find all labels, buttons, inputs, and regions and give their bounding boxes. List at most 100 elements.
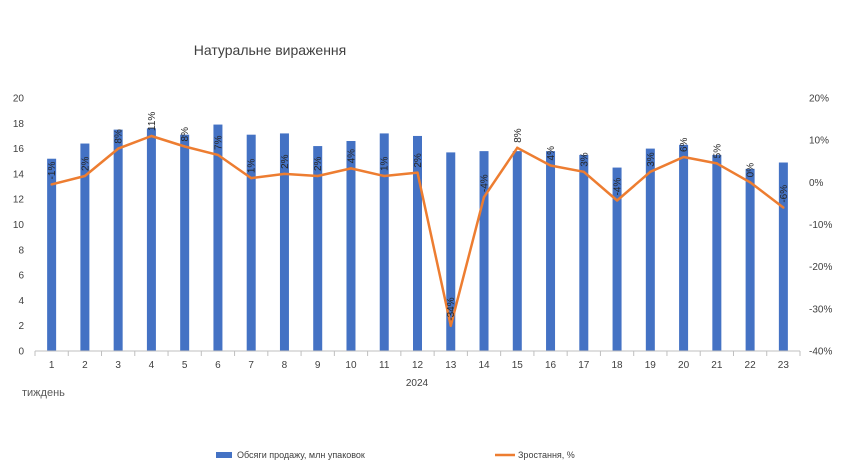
legend-swatch-bar xyxy=(216,452,232,458)
x-tick-label: 13 xyxy=(445,360,457,371)
bar xyxy=(246,134,256,351)
bar xyxy=(313,146,323,351)
y-left-tick-label: 2 xyxy=(18,321,24,332)
bar xyxy=(479,151,489,351)
bar xyxy=(180,134,190,351)
line-point xyxy=(782,206,785,209)
x-tick-label: 4 xyxy=(149,360,155,371)
x-tick-label: 11 xyxy=(379,360,390,371)
data-label: 2% xyxy=(313,156,324,171)
line-point xyxy=(50,183,53,186)
line-point xyxy=(383,174,386,178)
bar xyxy=(80,143,90,351)
bar xyxy=(213,124,223,351)
bar xyxy=(679,144,689,351)
data-label: -1% xyxy=(47,162,58,180)
x-tick-label: 19 xyxy=(645,360,657,371)
y-right-tick-label: -40% xyxy=(809,347,832,358)
line-point xyxy=(682,155,685,159)
y-left-tick-label: 20 xyxy=(13,94,25,105)
x-tick-label: 15 xyxy=(512,360,524,371)
line-point xyxy=(582,170,586,173)
y-left-tick-label: 6 xyxy=(18,271,24,282)
y-right-tick-label: -20% xyxy=(809,262,832,273)
bar xyxy=(778,162,788,351)
x-tick-label: 16 xyxy=(545,360,557,371)
y-right-tick-label: -30% xyxy=(809,304,832,315)
bar xyxy=(446,152,456,351)
bar xyxy=(579,154,589,351)
data-label: 3% xyxy=(646,152,657,167)
line-point xyxy=(283,172,286,176)
bar xyxy=(645,148,655,351)
data-label: -34% xyxy=(446,297,457,320)
y-left-tick-label: 16 xyxy=(13,144,25,155)
bar xyxy=(712,154,722,351)
y-left-tick-label: 0 xyxy=(18,347,24,358)
line-point xyxy=(649,170,652,173)
y-right-tick-label: 10% xyxy=(809,136,829,147)
line-point xyxy=(482,195,486,199)
line-point xyxy=(516,146,519,149)
data-label: 8% xyxy=(114,129,125,144)
data-label: 2% xyxy=(80,156,91,171)
legend-label-bar: Обсяги продажу, млн упаковок xyxy=(237,450,365,460)
bar xyxy=(413,135,422,351)
x-tick-label: 17 xyxy=(578,360,590,371)
y-left-tick-label: 8 xyxy=(18,245,24,256)
bar xyxy=(512,151,522,351)
data-label: 2% xyxy=(280,154,291,169)
bar xyxy=(346,141,356,351)
data-label: 11% xyxy=(147,112,158,131)
bar xyxy=(546,151,556,351)
chart-title: Натуральне вираження xyxy=(194,42,346,58)
x-tick-label: 1 xyxy=(49,360,55,371)
x-tick-label: 2 xyxy=(82,360,88,371)
line-point xyxy=(83,174,87,178)
data-label: 1% xyxy=(380,156,391,171)
x-tick-label: 10 xyxy=(345,360,357,371)
data-label: -4% xyxy=(613,178,624,196)
data-label: 3% xyxy=(579,152,590,167)
line-point xyxy=(316,174,319,178)
line-point xyxy=(416,171,419,174)
y-left-tick-label: 10 xyxy=(13,220,25,231)
data-label: 4% xyxy=(546,146,557,161)
data-label: 1% xyxy=(247,159,258,174)
y-left-tick-label: 14 xyxy=(13,169,25,180)
line-point xyxy=(615,199,619,202)
y-right-tick-label: 0% xyxy=(809,178,824,189)
axes: 1 2 3 4 5 6 7 8 9 10 11 12 13 14 15 16 17 18 19 20 21 22 23024… xyxy=(13,94,833,372)
x-tick-label: 18 xyxy=(612,360,624,371)
x-unit-caption: тиждень xyxy=(22,387,65,399)
bar-series xyxy=(47,124,788,351)
data-label: 8% xyxy=(513,128,524,143)
data-label: -6% xyxy=(779,185,790,203)
x-tick-label: 5 xyxy=(182,360,188,371)
x-tick-label: 22 xyxy=(745,360,757,371)
data-label: 7% xyxy=(213,135,224,150)
line-point xyxy=(183,145,186,148)
bar xyxy=(47,158,57,351)
line-point xyxy=(249,176,253,180)
line-point xyxy=(150,134,153,138)
x-axis-label: 2024 xyxy=(406,378,429,389)
x-tick-label: 23 xyxy=(778,360,790,371)
x-tick-label: 7 xyxy=(248,360,254,371)
y-right-tick-label: -10% xyxy=(809,220,832,231)
x-tick-label: 12 xyxy=(412,360,424,371)
data-label: 2% xyxy=(413,153,424,168)
data-labels: -1% 2% 8% 11% 8% 7% 1% 2% 2% 4% 1% 2% -34% -4% 8% 4% 3% -… xyxy=(47,112,790,321)
bar xyxy=(113,129,123,351)
x-tick-label: 21 xyxy=(711,360,723,371)
bar xyxy=(279,133,289,351)
y-left-tick-label: 18 xyxy=(13,119,25,130)
bar xyxy=(745,168,755,351)
line-point xyxy=(349,167,353,170)
bar xyxy=(146,128,156,351)
x-tick-label: 8 xyxy=(282,360,288,371)
x-tick-label: 6 xyxy=(215,360,221,371)
line-point xyxy=(116,147,120,150)
x-tick-label: 14 xyxy=(478,360,490,371)
